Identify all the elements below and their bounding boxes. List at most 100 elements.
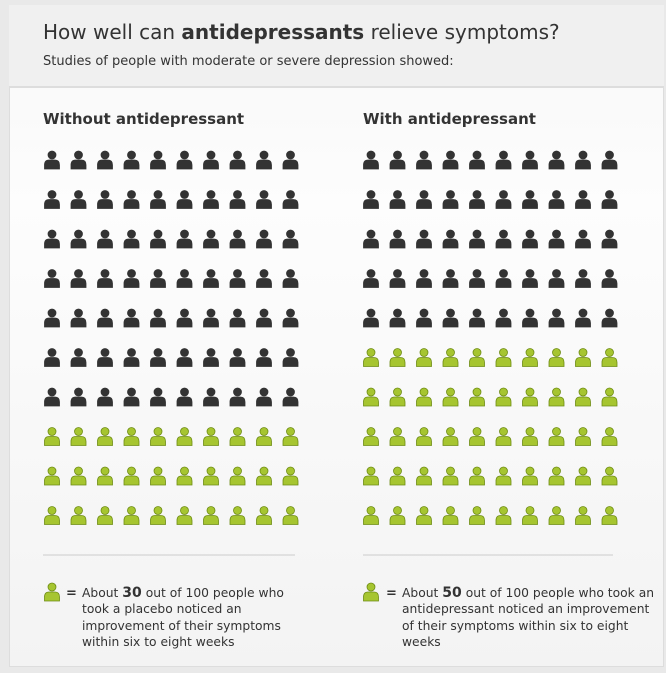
- improved-person: [442, 387, 459, 407]
- person: [495, 190, 512, 209]
- person: [256, 308, 272, 328]
- person: [548, 308, 565, 328]
- improved-person: [389, 387, 406, 407]
- person: [469, 269, 485, 288]
- person: [44, 229, 60, 249]
- improved-person: [548, 348, 565, 367]
- person: [548, 229, 565, 249]
- improved-person: [389, 427, 406, 446]
- person: [601, 269, 618, 288]
- improved-count: 50: [442, 585, 462, 601]
- improved-person: [203, 427, 219, 446]
- improved-person: [363, 348, 379, 367]
- improved-person: [469, 387, 485, 407]
- person: [522, 308, 538, 328]
- person: [282, 150, 299, 170]
- improved-person: [123, 427, 140, 446]
- person: [70, 229, 87, 249]
- improved-person: [97, 427, 113, 446]
- person: [176, 387, 193, 407]
- improved-person: [442, 427, 459, 446]
- title-bold: antidepressants: [181, 20, 365, 44]
- improved-person: [363, 506, 379, 525]
- text: people who took an antidepressant notice…: [402, 586, 655, 649]
- person: [176, 269, 193, 288]
- improved-person: [150, 506, 166, 525]
- improved-person: [601, 427, 618, 446]
- person: [282, 269, 299, 288]
- person: [495, 308, 512, 328]
- improved-person: [522, 387, 538, 407]
- person: [575, 190, 591, 209]
- person: [442, 269, 459, 288]
- improved-person: [495, 466, 512, 486]
- person: [123, 387, 140, 407]
- improved-person: [575, 427, 591, 446]
- improved-person: [495, 506, 512, 525]
- improved-person: [575, 506, 591, 525]
- text: About: [402, 586, 439, 600]
- person: [389, 190, 406, 209]
- person: [70, 308, 87, 328]
- person: [282, 308, 299, 328]
- legend-text: About 30 out of 100 people who took a pl…: [82, 585, 314, 650]
- improved-person: [176, 427, 193, 446]
- person: [44, 308, 60, 328]
- improved-person: [44, 582, 60, 602]
- person: [97, 269, 113, 288]
- improved-person: [601, 466, 618, 486]
- improved-person: [229, 466, 246, 486]
- person: [282, 229, 299, 249]
- improved-person: [495, 427, 512, 446]
- person: [601, 229, 618, 249]
- improved-person: [442, 466, 459, 486]
- improved-person: [601, 387, 618, 407]
- improved-count: 30: [122, 585, 142, 601]
- improved-person: [522, 348, 538, 367]
- improved-person: [548, 466, 565, 486]
- person: [363, 269, 379, 288]
- person: [601, 190, 618, 209]
- person: [495, 269, 512, 288]
- person: [282, 348, 299, 367]
- person: [123, 308, 140, 328]
- person: [363, 308, 379, 328]
- improved-person: [97, 506, 113, 525]
- improved-person: [575, 466, 591, 486]
- person: [70, 269, 87, 288]
- person: [469, 150, 485, 170]
- improved-person: [150, 466, 166, 486]
- person: [548, 269, 565, 288]
- improved-person: [469, 427, 485, 446]
- person: [150, 348, 166, 367]
- person: [70, 190, 87, 209]
- person: [70, 348, 87, 367]
- person: [229, 348, 246, 367]
- improved-person: [601, 348, 618, 367]
- improved-person: [256, 506, 272, 525]
- improved-person: [548, 387, 565, 407]
- improved-person: [44, 506, 60, 525]
- improved-person: [256, 427, 272, 446]
- text: out of: [465, 586, 502, 600]
- person: [363, 190, 379, 209]
- person: [229, 308, 246, 328]
- improved-person: [282, 466, 299, 486]
- person: [203, 269, 219, 288]
- person: [44, 348, 60, 367]
- improved-person: [229, 427, 246, 446]
- person: [363, 229, 379, 249]
- person: [150, 308, 166, 328]
- person: [601, 150, 618, 170]
- person: [229, 269, 246, 288]
- panel-heading: With antidepressant: [363, 110, 536, 128]
- header-band: [9, 5, 664, 88]
- title-text: How well can: [43, 20, 176, 44]
- person: [363, 150, 379, 170]
- person: [522, 229, 538, 249]
- person: [256, 269, 272, 288]
- improved-person: [282, 427, 299, 446]
- improved-person: [256, 466, 272, 486]
- subtitle: Studies of people with moderate or sever…: [43, 54, 454, 69]
- improved-person: [97, 466, 113, 486]
